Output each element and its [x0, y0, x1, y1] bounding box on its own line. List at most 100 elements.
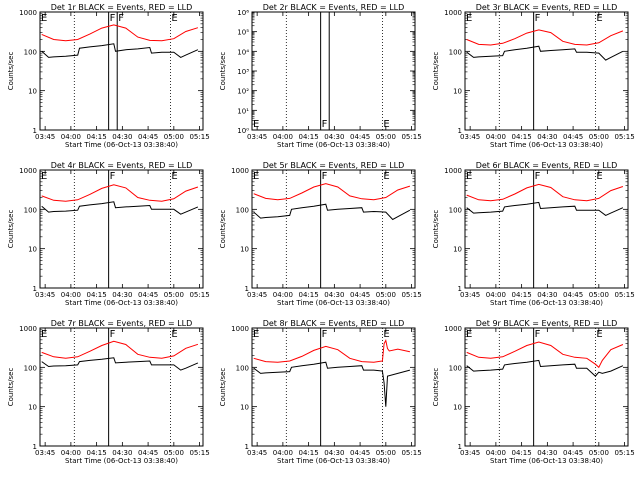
y-tick-label: 10⁰ [237, 127, 249, 135]
x-tick-label: 04:45 [350, 449, 370, 457]
y-axis-label: Counts/sec [7, 52, 15, 91]
x-tick-label: 04:00 [61, 291, 81, 299]
y-tick-label: 100 [449, 364, 462, 372]
panel-title: Det 3r BLACK = Events, RED = LLD [476, 3, 618, 12]
x-tick-label: 05:15 [189, 291, 209, 299]
marker-label: E [596, 329, 602, 340]
y-axis-label: Counts/sec [432, 52, 440, 91]
x-tick-label: 04:15 [512, 133, 532, 141]
x-tick-label: 04:30 [537, 291, 557, 299]
x-tick-label: 05:00 [164, 133, 184, 141]
panel-title: Det 8r BLACK = Events, RED = LLD [263, 319, 405, 328]
series-line-events [253, 203, 411, 221]
x-tick-label: 04:45 [138, 449, 158, 457]
plot-frame [464, 169, 629, 289]
x-tick-label: 03:45 [247, 133, 267, 141]
y-tick-label: 1 [458, 285, 462, 293]
y-tick-label: 10⁶ [237, 9, 249, 17]
series-line-events [466, 359, 624, 377]
panel-title: Det 5r BLACK = Events, RED = LLD [263, 161, 405, 170]
marker-label: E [596, 171, 602, 182]
x-tick-label: 05:15 [401, 449, 421, 457]
marker-label: F [322, 329, 328, 340]
y-tick-label: 1000 [19, 325, 37, 333]
x-tick-label: 04:00 [486, 449, 506, 457]
x-tick-label: 04:15 [87, 133, 107, 141]
x-axis-label: Start Time (06-Oct-13 03:38:40) [277, 457, 390, 465]
x-tick-label: 04:45 [563, 133, 583, 141]
x-tick-label: 05:00 [376, 291, 396, 299]
marker-label: F [118, 13, 124, 24]
series-line-lld [466, 341, 624, 369]
panel-8: Det 8r BLACK = Events, RED = LLD Start Ti… [219, 319, 422, 465]
y-tick-label: 100 [236, 206, 249, 214]
y-tick-label: 1 [245, 285, 249, 293]
x-axis-label: Start Time (06-Oct-13 03:38:40) [277, 299, 390, 307]
panel-title: Det 2r BLACK = Events, RED = LLD [263, 3, 405, 12]
x-tick-label: 04:45 [350, 133, 370, 141]
x-tick-label: 04:30 [324, 291, 344, 299]
marker-label: F [322, 119, 328, 130]
y-tick-label: 1000 [231, 167, 249, 175]
x-tick-label: 04:15 [299, 133, 319, 141]
y-axis-label: Counts/sec [219, 210, 227, 249]
x-tick-label: 04:30 [112, 449, 132, 457]
y-tick-label: 1000 [444, 167, 462, 175]
y-tick-label: 10 [28, 88, 37, 96]
series-line-lld [41, 184, 199, 202]
x-tick-label: 04:00 [61, 133, 81, 141]
panel-9: Det 9r BLACK = Events, RED = LLD Start Ti… [432, 319, 635, 465]
x-tick-label: 04:45 [563, 449, 583, 457]
x-tick-label: 04:15 [87, 291, 107, 299]
y-tick-label: 1000 [444, 9, 462, 17]
panel-title: Det 4r BLACK = Events, RED = LLD [51, 161, 193, 170]
panel-title: Det 7r BLACK = Events, RED = LLD [51, 319, 193, 328]
series-line-lld [253, 339, 411, 363]
series-line-lld [253, 183, 411, 201]
marker-label: F [535, 13, 541, 24]
marker-label: E [383, 119, 389, 130]
y-tick-label: 1 [458, 443, 462, 451]
plot-frame [251, 11, 416, 131]
panel-1: Det 1r BLACK = Events, RED = LLD Start Ti… [7, 3, 210, 149]
x-tick-label: 05:00 [589, 133, 609, 141]
plot-frame [39, 11, 204, 131]
y-axis-label: Counts/sec [432, 368, 440, 407]
plot-frame [39, 327, 204, 447]
x-tick-label: 04:45 [563, 291, 583, 299]
x-tick-label: 04:30 [112, 291, 132, 299]
panel-3: Det 3r BLACK = Events, RED = LLD Start Ti… [432, 3, 635, 149]
plot-frame [39, 169, 204, 289]
y-axis-label: Counts/sec [219, 52, 227, 91]
y-tick-label: 100 [449, 206, 462, 214]
y-axis-label: Counts/sec [219, 368, 227, 407]
y-tick-label: 10 [453, 88, 462, 96]
y-axis-label: Counts/sec [7, 210, 15, 249]
x-tick-label: 04:30 [324, 133, 344, 141]
x-axis-label: Start Time (06-Oct-13 03:38:40) [277, 141, 390, 149]
y-tick-label: 10 [240, 246, 249, 254]
series-line-lld [41, 340, 199, 359]
panel-title: Det 6r BLACK = Events, RED = LLD [476, 161, 618, 170]
panel-4: Det 4r BLACK = Events, RED = LLD Start Ti… [7, 161, 210, 307]
x-axis-label: Start Time (06-Oct-13 03:38:40) [65, 141, 178, 149]
panel-6: Det 6r BLACK = Events, RED = LLD Start Ti… [432, 161, 635, 307]
marker-label: E [41, 13, 47, 24]
x-tick-label: 03:45 [460, 291, 480, 299]
marker-label: E [466, 329, 472, 340]
x-tick-label: 05:00 [589, 291, 609, 299]
x-tick-label: 04:00 [273, 133, 293, 141]
series-line-lld [466, 183, 624, 202]
marker-label: F [322, 171, 328, 182]
y-tick-label: 10² [237, 88, 249, 96]
x-axis-label: Start Time (06-Oct-13 03:38:40) [490, 141, 603, 149]
x-tick-label: 04:15 [512, 291, 532, 299]
marker-label: E [171, 13, 177, 24]
x-tick-label: 04:15 [87, 449, 107, 457]
marker-label: E [41, 329, 47, 340]
series-line-events [466, 201, 624, 216]
x-tick-label: 04:15 [299, 449, 319, 457]
panel-title: Det 9r BLACK = Events, RED = LLD [476, 319, 618, 328]
panel-2: Det 2r BLACK = Events, RED = LLD Start Ti… [219, 3, 422, 149]
